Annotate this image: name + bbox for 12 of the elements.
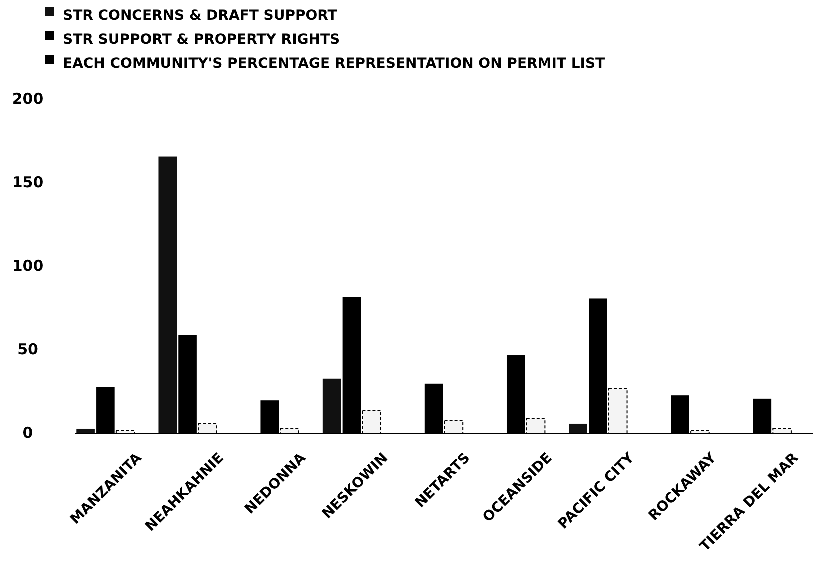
y-tick-label: 0: [22, 424, 34, 442]
bar: [569, 424, 588, 434]
y-tick-label: 50: [18, 340, 38, 359]
bar: [76, 428, 95, 434]
y-tick-label: 150: [12, 174, 44, 192]
bar: [158, 156, 178, 434]
legend-label: STR CONCERNS & DRAFT SUPPORT: [63, 8, 338, 24]
legend-label: STR SUPPORT & PROPERTY RIGHTS: [63, 32, 340, 48]
legend-label: EACH COMMUNITY'S PERCENTAGE REPRESENTATION ON PERMIT LIST: [63, 56, 606, 72]
y-tick-label: 100: [12, 257, 44, 276]
y-tick-label: 200: [12, 90, 44, 108]
bar: [322, 378, 342, 434]
